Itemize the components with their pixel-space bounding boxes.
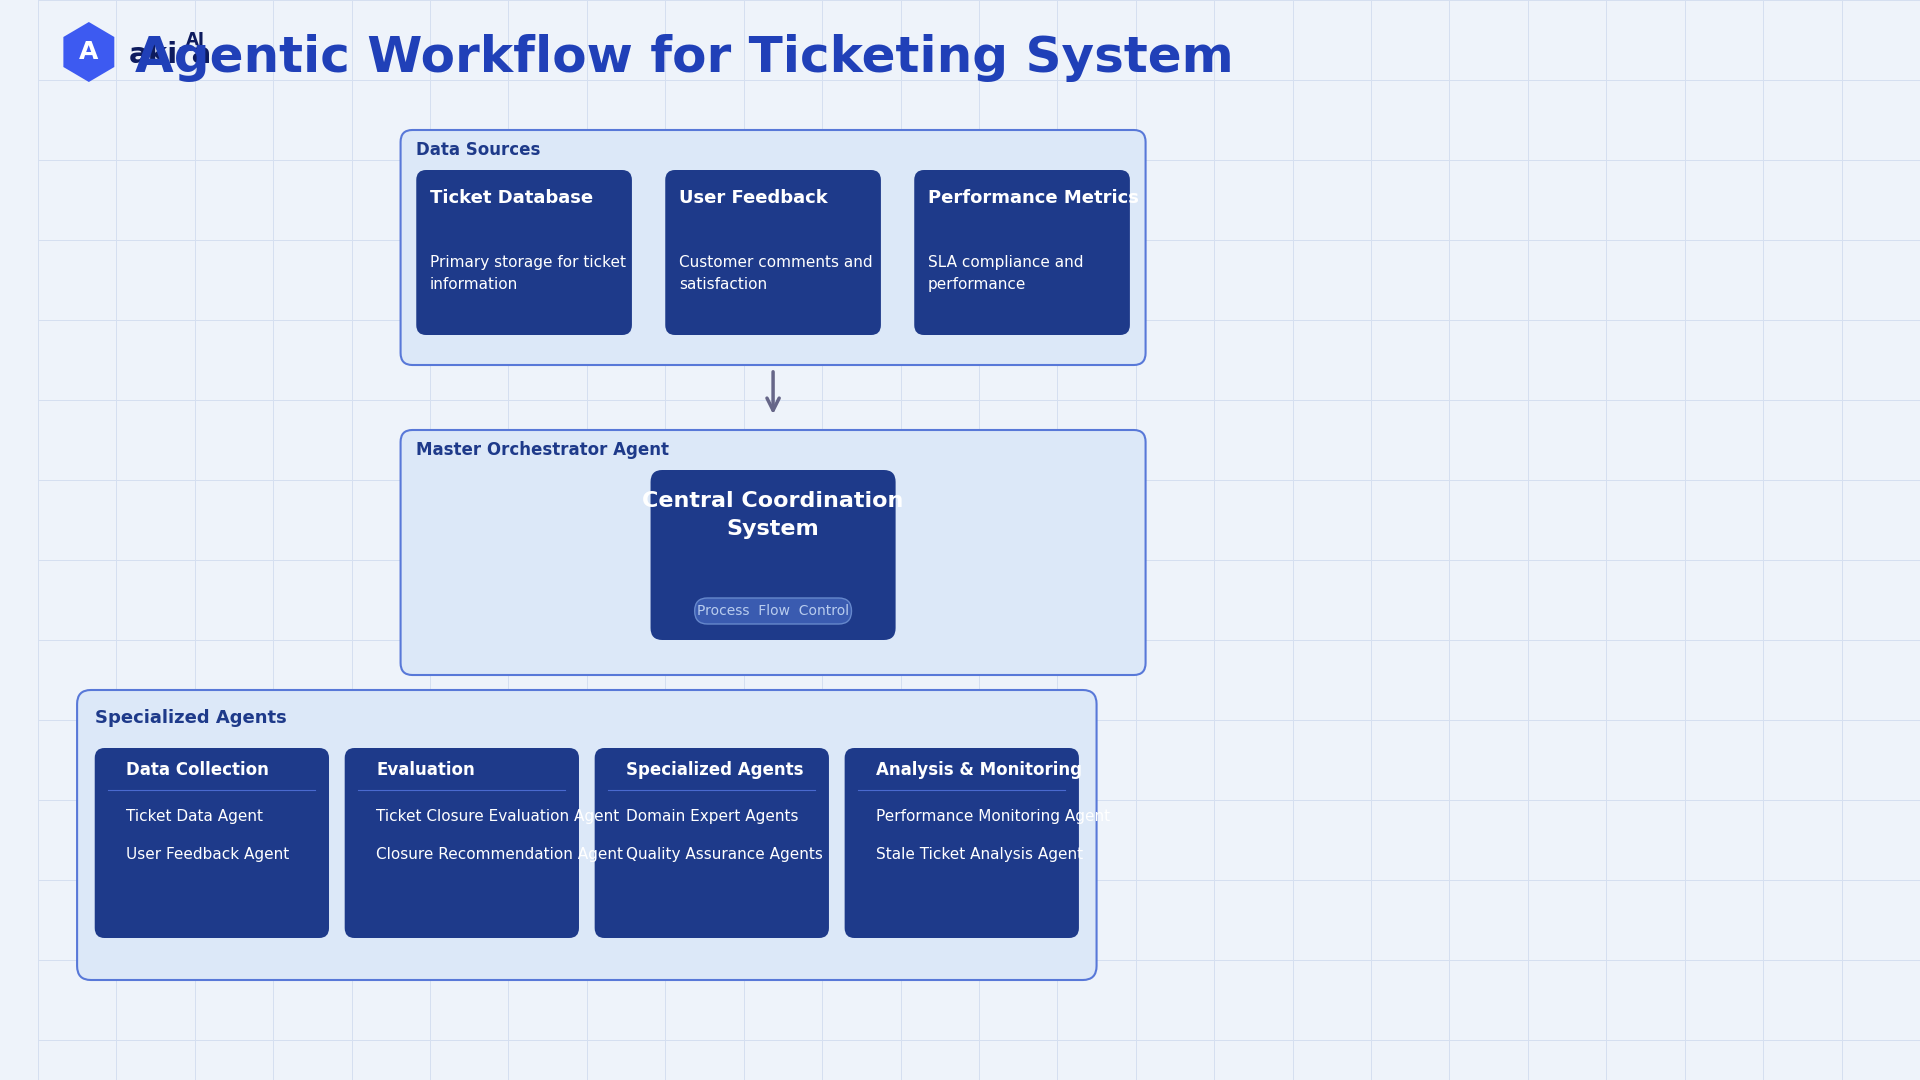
Text: Master Orchestrator Agent: Master Orchestrator Agent bbox=[417, 441, 670, 459]
Text: Ticket Data Agent: Ticket Data Agent bbox=[127, 809, 263, 823]
Text: User Feedback: User Feedback bbox=[680, 189, 828, 207]
Text: SLA compliance and
performance: SLA compliance and performance bbox=[927, 255, 1083, 293]
Text: Evaluation: Evaluation bbox=[376, 761, 474, 779]
FancyBboxPatch shape bbox=[595, 748, 829, 939]
FancyBboxPatch shape bbox=[94, 748, 328, 939]
Text: Customer comments and
satisfaction: Customer comments and satisfaction bbox=[680, 255, 872, 293]
Text: Stale Ticket Analysis Agent: Stale Ticket Analysis Agent bbox=[876, 847, 1083, 862]
Text: Primary storage for ticket
information: Primary storage for ticket information bbox=[430, 255, 626, 293]
FancyBboxPatch shape bbox=[401, 430, 1146, 675]
Text: Ticket Closure Evaluation Agent: Ticket Closure Evaluation Agent bbox=[376, 809, 620, 823]
Text: akira: akira bbox=[129, 41, 213, 69]
Text: Performance Monitoring Agent: Performance Monitoring Agent bbox=[876, 809, 1110, 823]
Text: Ticket Database: Ticket Database bbox=[430, 189, 593, 207]
Text: AI: AI bbox=[186, 31, 205, 49]
FancyBboxPatch shape bbox=[77, 690, 1096, 980]
Text: Data Collection: Data Collection bbox=[127, 761, 269, 779]
Text: Closure Recommendation Agent: Closure Recommendation Agent bbox=[376, 847, 624, 862]
FancyBboxPatch shape bbox=[914, 170, 1129, 335]
Text: Data Sources: Data Sources bbox=[417, 141, 541, 159]
Text: Domain Expert Agents: Domain Expert Agents bbox=[626, 809, 799, 823]
FancyBboxPatch shape bbox=[401, 130, 1146, 365]
Text: Process  Flow  Control: Process Flow Control bbox=[697, 604, 849, 618]
FancyBboxPatch shape bbox=[346, 748, 580, 939]
FancyBboxPatch shape bbox=[417, 170, 632, 335]
Text: User Feedback Agent: User Feedback Agent bbox=[127, 847, 290, 862]
FancyBboxPatch shape bbox=[651, 470, 895, 640]
Text: Analysis & Monitoring: Analysis & Monitoring bbox=[876, 761, 1083, 779]
FancyBboxPatch shape bbox=[845, 748, 1079, 939]
Text: A: A bbox=[79, 40, 98, 64]
Text: Quality Assurance Agents: Quality Assurance Agents bbox=[626, 847, 824, 862]
FancyBboxPatch shape bbox=[664, 170, 881, 335]
FancyBboxPatch shape bbox=[695, 598, 851, 624]
Text: Specialized Agents: Specialized Agents bbox=[626, 761, 804, 779]
Text: Performance Metrics: Performance Metrics bbox=[927, 189, 1139, 207]
Text: Agentic Workflow for Ticketing System: Agentic Workflow for Ticketing System bbox=[136, 33, 1235, 82]
Text: Central Coordination
System: Central Coordination System bbox=[643, 491, 904, 539]
Text: Specialized Agents: Specialized Agents bbox=[94, 708, 286, 727]
Polygon shape bbox=[63, 22, 115, 82]
